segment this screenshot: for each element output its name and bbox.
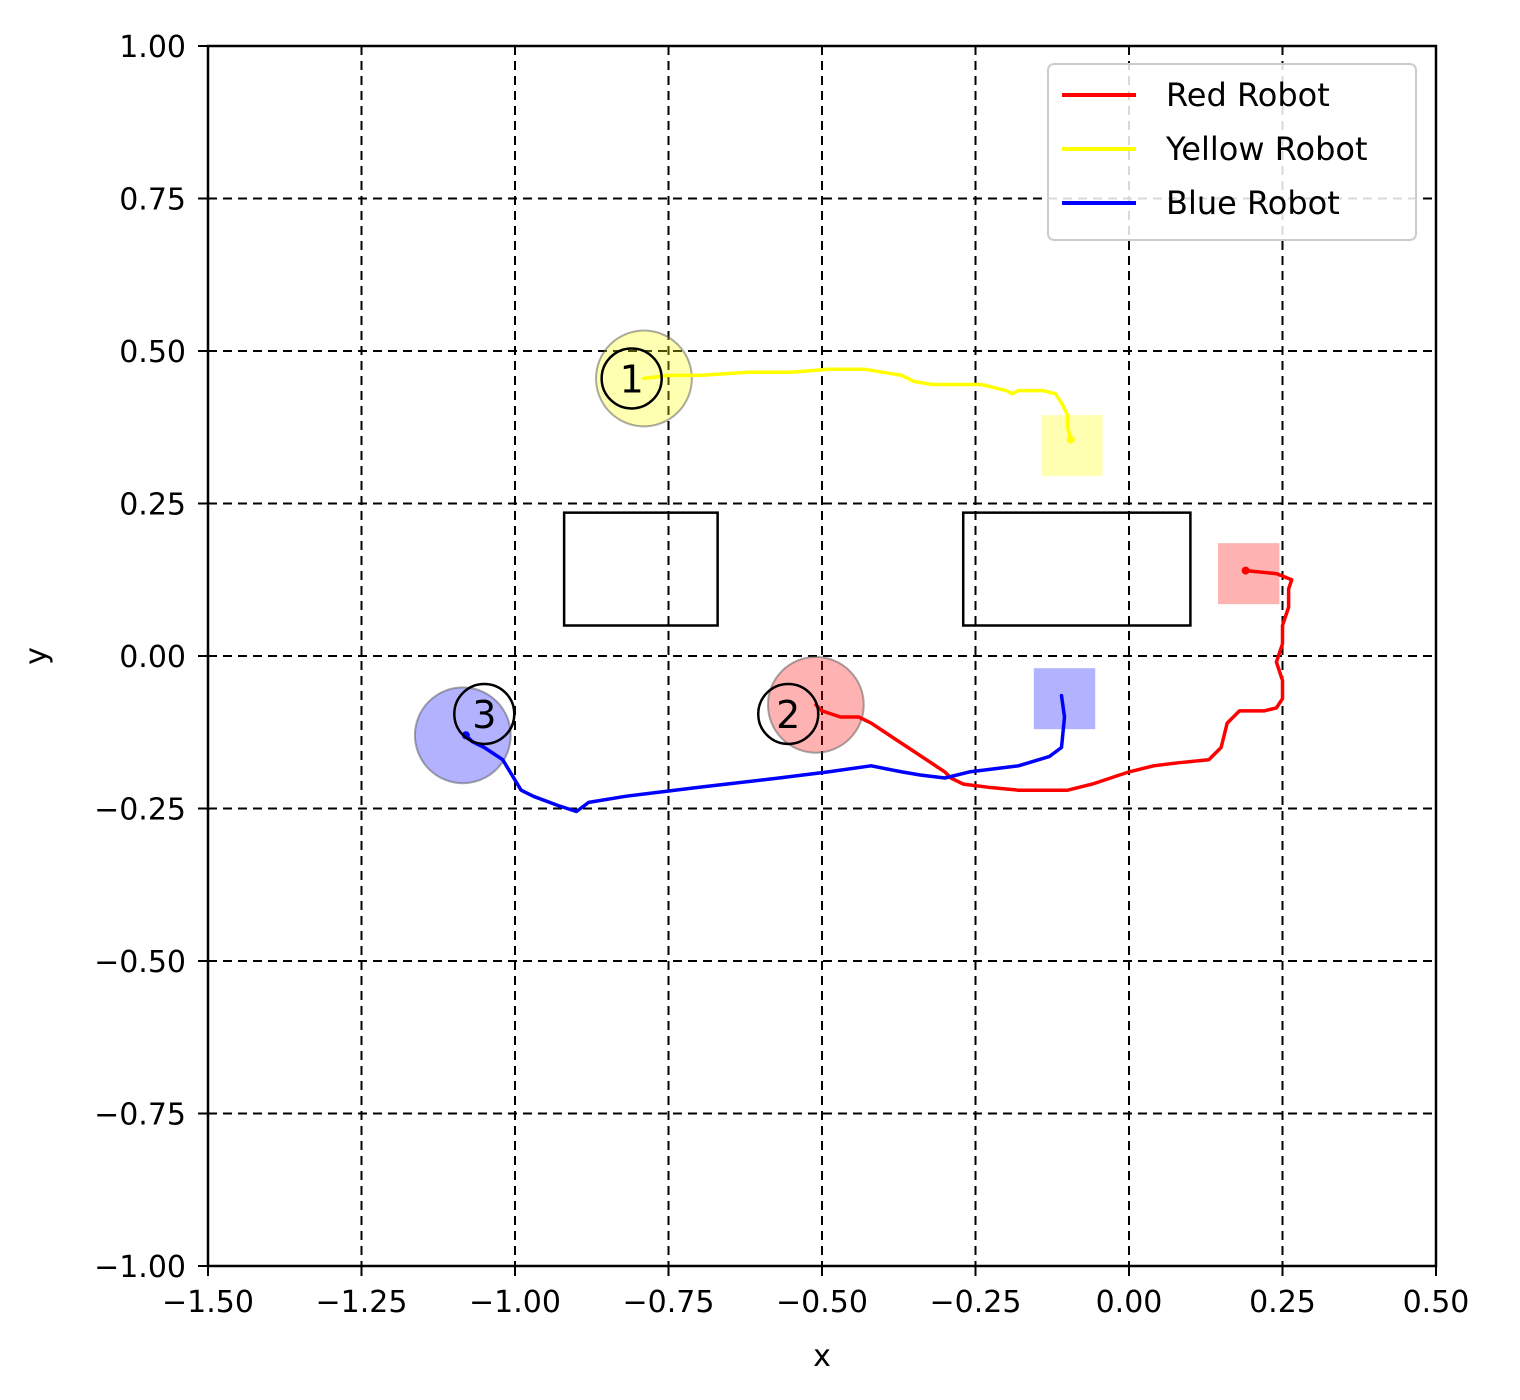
legend-label: Red Robot — [1166, 76, 1330, 114]
x-tick-label: −1.25 — [316, 1285, 408, 1320]
trajectory-end-point — [1066, 435, 1075, 444]
y-tick-label: 0.50 — [119, 335, 186, 370]
y-axis-label: y — [19, 647, 54, 665]
y-tick-label: 1.00 — [119, 30, 186, 65]
x-axis-ticks: −1.50 −1.25 −1.00 −0.75 −0.50 −0.25 0.00 0.25 0.… — [162, 1266, 1469, 1320]
y-tick-label: −0.75 — [94, 1098, 186, 1133]
x-tick-label: −1.00 — [469, 1285, 561, 1320]
y-tick-label: 0.75 — [119, 183, 186, 218]
x-tick-label: −0.50 — [776, 1285, 868, 1320]
legend-label: Blue Robot — [1166, 184, 1340, 222]
x-axis-label: x — [813, 1339, 831, 1374]
y-axis-ticks: 1.00 0.75 0.50 0.25 0.00 −0.25 −0.50 −0.75 −1.00 — [94, 30, 208, 1285]
goal-square — [1041, 415, 1103, 477]
trajectory-line — [464, 693, 1067, 814]
legend-box — [1047, 63, 1417, 241]
obstacle-rect — [961, 511, 1192, 627]
x-tick-label: −1.50 — [162, 1285, 254, 1320]
trajectory-end-point — [1241, 566, 1250, 575]
robot-number-label: 1 — [620, 357, 644, 401]
x-tick-label: 0.00 — [1096, 1285, 1163, 1320]
y-tick-label: 0.25 — [119, 488, 186, 523]
x-tick-label: −0.25 — [930, 1285, 1022, 1320]
robot-number-label: 2 — [776, 693, 800, 737]
y-tick-label: −0.25 — [94, 793, 186, 828]
robot-number-circle — [453, 682, 516, 746]
obstacles — [562, 511, 1192, 627]
y-tick-label: 0.00 — [119, 640, 186, 675]
legend: Red Robot Yellow Robot Blue Robot — [1047, 63, 1417, 241]
x-tick-label: 0.50 — [1403, 1285, 1470, 1320]
trajectory-line — [642, 367, 1073, 442]
x-tick-label: −0.75 — [623, 1285, 715, 1320]
robot-number-markers: 1 2 3 — [453, 347, 820, 746]
trajectory-lines — [461, 367, 1294, 814]
y-tick-label: −0.50 — [94, 945, 186, 980]
x-tick-label: 0.25 — [1249, 1285, 1316, 1320]
robot-number-circle — [756, 682, 820, 746]
robot-number-label: 3 — [472, 693, 496, 737]
y-tick-label: −1.00 — [94, 1250, 186, 1285]
obstacle-rect — [562, 511, 719, 627]
trajectory-line — [814, 568, 1294, 792]
legend-label: Yellow Robot — [1165, 130, 1368, 168]
robot-number-circle — [600, 347, 663, 410]
